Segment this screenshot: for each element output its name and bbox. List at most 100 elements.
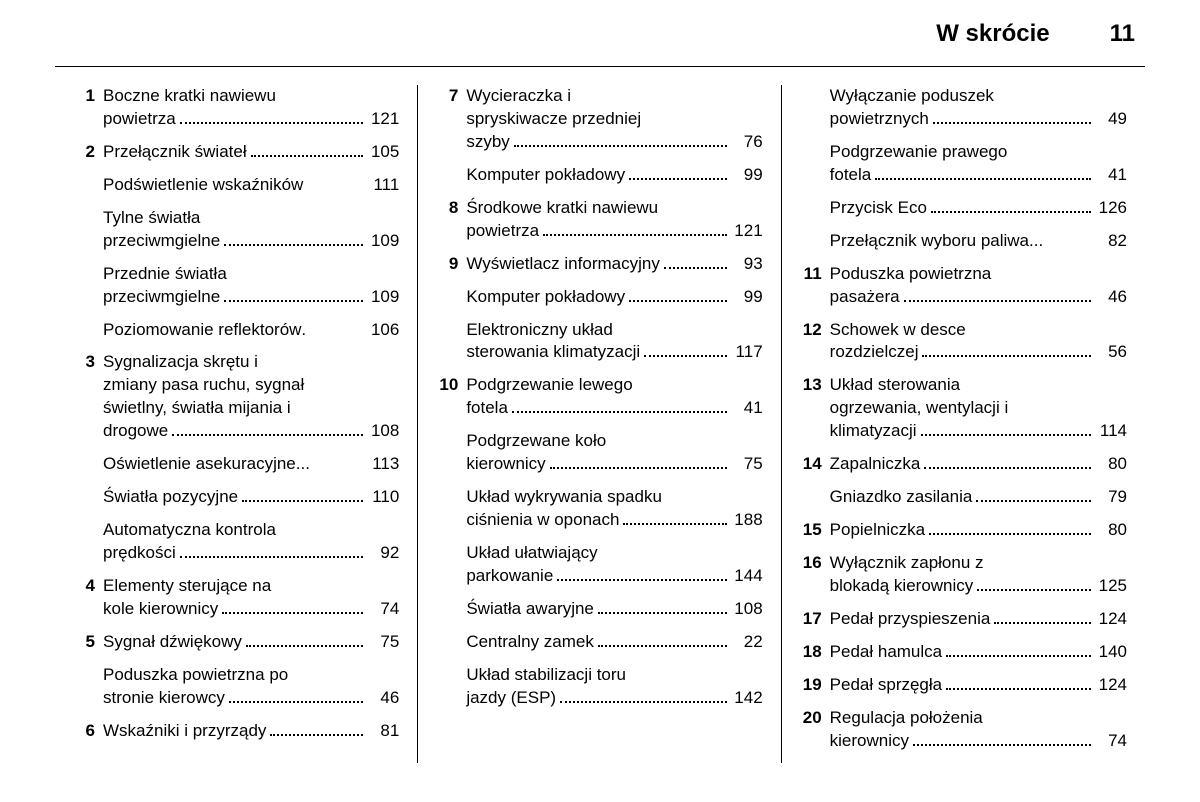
toc-entry-lines: Schowek w desce	[830, 319, 1127, 342]
toc-entry: Podgrzewanie prawegofotela41	[800, 141, 1127, 187]
leader-dots	[598, 632, 727, 647]
toc-entry-text: Układ stabilizacji torujazdy (ESP)142	[466, 664, 762, 710]
toc-entry: Elektroniczny układsterowania klimatyzac…	[436, 319, 762, 365]
toc-entry-title: Zapalniczka	[830, 453, 921, 476]
toc-entry: 17Pedał przyspieszenia124	[800, 608, 1127, 631]
toc-entry-lines: Układ ułatwiający	[466, 542, 762, 565]
leader-dots	[994, 609, 1091, 624]
toc-entry-text: Podświetlenie wskaźników111	[103, 174, 399, 197]
toc-entry-title: przeciwmgielne	[103, 230, 220, 253]
toc-entry-lines: Podgrzewanie prawego	[830, 141, 1127, 164]
toc-entry: Wyłączanie poduszekpowietrznych49	[800, 85, 1127, 131]
toc-entry-text: Gniazdko zasilania79	[830, 486, 1127, 509]
toc-entry-number: 14	[800, 453, 830, 476]
toc-entry: Przycisk Eco126	[800, 197, 1127, 220]
toc-entry-title: Pedał przyspieszenia	[830, 608, 991, 631]
toc-entry: 14Zapalniczka80	[800, 453, 1127, 476]
toc-entry-text: Zapalniczka80	[830, 453, 1127, 476]
toc-entry-last-line: kierownicy74	[830, 730, 1127, 753]
toc-entry-page: 117	[731, 341, 763, 364]
toc-entry-title: Wyświetlacz informacyjny	[466, 253, 660, 276]
toc-entry-last-line: kierownicy75	[466, 453, 762, 476]
toc-entry-title: kierownicy	[466, 453, 545, 476]
toc-entry-lines: Układ wykrywania spadku	[466, 486, 762, 509]
toc-entry-title: Światła pozycyjne	[103, 486, 238, 509]
toc-entry-text: Wyświetlacz informacyjny93	[466, 253, 762, 276]
toc-entry-text: Tylne światłaprzeciwmgielne109	[103, 207, 399, 253]
toc-entry: Oświetlenie asekuracyjne ...113	[73, 453, 399, 476]
toc-entry: 13Układ sterowaniaogrzewania, wentylacji…	[800, 374, 1127, 443]
toc-entry-number: 18	[800, 641, 830, 664]
toc-entry-title: powietrza	[466, 220, 539, 243]
leader-dots	[976, 487, 1091, 502]
leader-dots	[623, 510, 726, 525]
toc-entry-text: Poduszka powietrznapasażera46	[830, 263, 1127, 309]
toc-entry-lines: Układ stabilizacji toru	[466, 664, 762, 687]
toc-entry-lines: Regulacja położenia	[830, 707, 1127, 730]
toc-entry: 10Podgrzewanie lewegofotela41	[436, 374, 762, 420]
toc-entry-last-line: przeciwmgielne109	[103, 286, 399, 309]
toc-entry-last-line: Wyświetlacz informacyjny93	[466, 253, 762, 276]
toc-entry-page: 106	[367, 319, 399, 342]
toc-entry-last-line: Popielniczka80	[830, 519, 1127, 542]
toc-entry-title: Popielniczka	[830, 519, 925, 542]
toc-entry-page: 82	[1095, 230, 1127, 253]
leader-dots	[229, 687, 363, 702]
toc-entry-page: 99	[731, 286, 763, 309]
toc-entry-title: sterowania klimatyzacji	[466, 341, 640, 364]
toc-entry-lines: Podgrzewane koło	[466, 430, 762, 453]
toc-entry-page: 142	[731, 687, 763, 710]
toc-entry-text: Regulacja położeniakierownicy74	[830, 707, 1127, 753]
toc-entry: Układ stabilizacji torujazdy (ESP)142	[436, 664, 762, 710]
toc-entry: 5Sygnał dźwiękowy75	[73, 631, 399, 654]
toc-entry-lines: Boczne kratki nawiewu	[103, 85, 399, 108]
toc-entry-title: blokadą kierownicy	[830, 575, 974, 598]
toc-entry-text: Sygnał dźwiękowy75	[103, 631, 399, 654]
toc-entry-number: 11	[800, 263, 830, 286]
toc-entry-text: Oświetlenie asekuracyjne ...113	[103, 453, 399, 476]
toc-entry-last-line: Przełącznik świateł 105	[103, 141, 399, 164]
toc-entry: 2Przełącznik świateł105	[73, 141, 399, 164]
page-container: W skrócie 11 1Boczne kratki nawiewupowie…	[0, 0, 1200, 793]
toc-entry-text: Światła pozycyjne110	[103, 486, 399, 509]
toc-entry-page: 76	[731, 131, 763, 154]
toc-entry-title: Przełącznik świateł	[103, 141, 247, 164]
toc-entry: Centralny zamek22	[436, 631, 762, 654]
leader-dots	[598, 599, 727, 614]
toc-entry: Komputer pokładowy99	[436, 286, 762, 309]
toc-entry-lines: Układ sterowaniaogrzewania, wentylacji i	[830, 374, 1127, 420]
toc-entry-title: prędkości	[103, 542, 176, 565]
toc-entry-number: 19	[800, 674, 830, 697]
toc-entry-last-line: Wskaźniki i przyrządy81	[103, 720, 399, 743]
leader-dots	[180, 543, 364, 558]
toc-entry: 3Sygnalizacja skrętu izmiany pasa ruchu,…	[73, 351, 399, 443]
toc-entry-page: 114	[1095, 420, 1127, 443]
leader-dots	[904, 286, 1091, 301]
toc-entry-lines: Poduszka powietrzna po	[103, 664, 399, 687]
toc-entry-title: Wskaźniki i przyrządy	[103, 720, 266, 743]
leader-dots	[922, 342, 1091, 357]
toc-entry-title: Komputer pokładowy	[466, 164, 625, 187]
toc-entry-lines: Automatyczna kontrola	[103, 519, 399, 542]
toc-entry-last-line: powietrznych49	[830, 108, 1127, 131]
toc-entry-last-line: Pedał hamulca140	[830, 641, 1127, 664]
toc-entry-number: 13	[800, 374, 830, 397]
leader-dots	[931, 197, 1091, 212]
toc-entry-text: Podgrzewanie prawegofotela41	[830, 141, 1127, 187]
toc-entry-text: Pedał sprzęgła124	[830, 674, 1127, 697]
toc-entry-lines: Środkowe kratki nawiewu	[466, 197, 762, 220]
toc-entry-last-line: parkowanie144	[466, 565, 762, 588]
leader-dots	[629, 286, 727, 301]
toc-entry-page: 125	[1095, 575, 1127, 598]
toc-entry-text: Przełącznik świateł 105	[103, 141, 399, 164]
toc-entry-title: przeciwmgielne	[103, 286, 220, 309]
toc-entry-last-line: drogowe108	[103, 420, 399, 443]
toc-entry-page: 105	[367, 141, 399, 164]
toc-col-3: Wyłączanie poduszekpowietrznych49 Podgrze…	[782, 85, 1145, 763]
toc-entry-page: 74	[1095, 730, 1127, 753]
leader-dots	[557, 566, 726, 581]
toc-entry-last-line: Przełącznik wyboru paliwa ...82	[830, 230, 1127, 253]
toc-entry: Układ ułatwiającyparkowanie144	[436, 542, 762, 588]
toc-entry-text: Wycieraczka ispryskiwacze przedniejszyby…	[466, 85, 762, 154]
toc-entry-page: 113	[367, 453, 399, 476]
